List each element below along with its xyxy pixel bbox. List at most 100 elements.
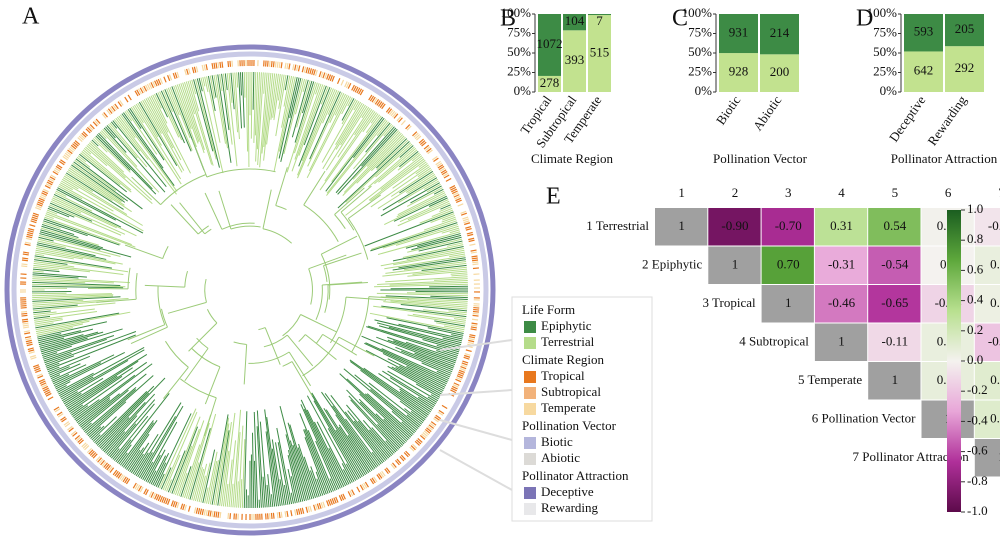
branch — [360, 369, 427, 419]
branch — [414, 352, 454, 369]
ring-tick — [458, 207, 465, 211]
branch — [51, 199, 82, 214]
branch — [53, 195, 137, 237]
branch — [176, 84, 199, 144]
ring-tick — [366, 480, 371, 487]
branch — [368, 429, 392, 457]
ring-tick — [303, 66, 307, 73]
ring-tick — [22, 257, 29, 260]
branch — [143, 421, 178, 481]
x-axis-label: Pollinator Attraction — [891, 151, 998, 166]
ring-tick — [58, 160, 65, 166]
ring-tick — [329, 498, 333, 505]
branch — [417, 396, 435, 408]
ring-tick — [111, 105, 116, 112]
ring-tick — [77, 437, 83, 443]
branch — [292, 444, 309, 501]
branch — [381, 305, 467, 318]
ring-tick — [73, 433, 79, 439]
ring-tick — [342, 80, 346, 87]
branch — [302, 79, 307, 92]
branch — [49, 202, 93, 222]
colorbar-tick-label: -1.0 — [967, 503, 988, 518]
branch — [405, 174, 436, 193]
branch — [283, 484, 289, 505]
ring-tick — [313, 504, 316, 511]
ring-tick — [187, 68, 191, 75]
branch — [323, 407, 366, 476]
branch — [285, 434, 304, 502]
branch — [34, 317, 63, 323]
branch — [341, 98, 355, 121]
ring-tick — [434, 416, 440, 421]
branch — [67, 169, 132, 213]
ring-tick — [186, 68, 189, 75]
branch — [124, 111, 133, 122]
heatmap-cell — [974, 285, 1000, 323]
branch — [106, 399, 156, 455]
branch — [287, 422, 311, 500]
ring-tick — [278, 512, 281, 519]
ring-tick — [470, 247, 477, 250]
branch — [293, 82, 318, 154]
branch — [53, 193, 122, 228]
legend-swatch — [524, 487, 536, 499]
colorbar-tick-label: 0.4 — [967, 292, 984, 307]
ring-tick — [384, 105, 389, 112]
ring-tick — [61, 157, 67, 163]
branch — [366, 393, 414, 435]
branch — [118, 115, 136, 138]
ring-tick — [463, 356, 470, 360]
ring-tick — [455, 197, 462, 202]
ring-tick — [329, 75, 333, 82]
branch — [270, 73, 278, 120]
ring-tick — [184, 69, 187, 76]
branch — [412, 268, 468, 275]
ring-tick — [154, 493, 158, 500]
branch — [127, 108, 142, 129]
heatmap-cell — [868, 362, 921, 400]
branch — [265, 431, 276, 507]
ring-tick — [413, 132, 419, 138]
branch — [160, 90, 186, 144]
branch — [386, 317, 464, 334]
branch — [142, 100, 162, 134]
ring-tick — [316, 503, 320, 510]
branch — [241, 439, 246, 508]
ring-tick — [46, 394, 53, 399]
ring-tick — [402, 453, 408, 459]
ring-tick — [340, 494, 345, 501]
branch — [241, 72, 245, 128]
branch — [289, 77, 300, 119]
ring-tick — [21, 267, 28, 270]
colorbar-tick-label: 0.0 — [967, 352, 983, 367]
branch — [442, 337, 462, 344]
branch — [342, 469, 352, 484]
bar-segment — [760, 14, 799, 55]
ring-tick — [349, 83, 354, 90]
ring-tick — [418, 138, 424, 144]
branch — [341, 99, 357, 125]
ring-tick — [21, 318, 28, 321]
branch — [389, 377, 436, 406]
branch — [289, 424, 313, 500]
ring-tick — [131, 92, 136, 99]
ring-tick — [371, 477, 376, 484]
ring-tick — [33, 366, 40, 370]
ring-tick — [331, 75, 335, 82]
branch — [94, 391, 148, 444]
branch — [286, 81, 317, 173]
ring-tick — [39, 195, 46, 200]
ring-tick — [120, 475, 126, 482]
ring-tick — [290, 63, 293, 70]
ring-tick — [472, 267, 479, 270]
branch — [282, 314, 337, 337]
x-tick-label: Rewarding — [924, 92, 969, 148]
branch — [36, 327, 73, 336]
branch — [270, 494, 274, 507]
ring-tick — [43, 387, 49, 392]
ring-tick — [381, 103, 386, 110]
ring-tick — [382, 469, 388, 476]
ring-tick — [276, 512, 279, 519]
y-tick-label: 100% — [867, 5, 898, 20]
